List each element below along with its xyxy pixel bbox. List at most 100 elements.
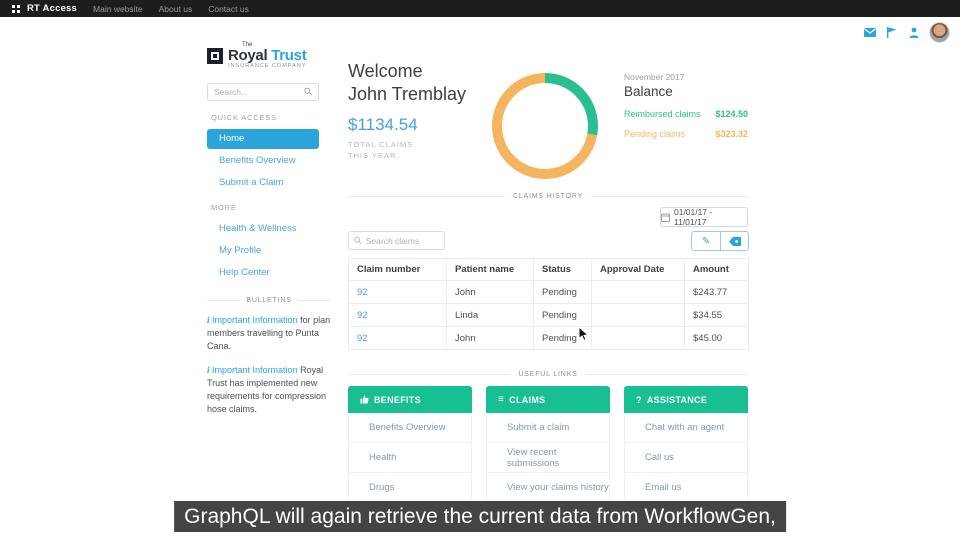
topbar-link-contact-us[interactable]: Contact us <box>208 3 249 14</box>
topbar: RT Access Main website About us Contact … <box>0 0 960 17</box>
mouse-cursor <box>578 326 590 342</box>
thumbs-up-icon <box>360 395 369 404</box>
search-icon <box>304 87 312 96</box>
link-health[interactable]: Health <box>348 443 472 473</box>
claims-search-input[interactable] <box>365 235 439 246</box>
patient-cell: John <box>446 280 534 304</box>
claims-table-row: 92 Linda Pending $34.55 <box>348 303 749 327</box>
user-icon[interactable] <box>907 26 920 39</box>
link-call-us[interactable]: Call us <box>624 443 748 473</box>
sidebar-search <box>207 82 319 101</box>
video-subtitle: GraphQL will again retrieve the current … <box>174 501 786 532</box>
col-status[interactable]: Status <box>533 258 592 281</box>
tag-icon <box>728 236 741 246</box>
approval-cell <box>591 326 685 350</box>
royal-trust-logo[interactable]: The Royal Trust INSURANCE COMPANY <box>207 42 331 70</box>
link-drugs[interactable]: Drugs <box>348 473 472 503</box>
table-actions: ✎ <box>691 231 749 251</box>
claims-history-divider: CLAIMS HISTORY <box>348 193 748 200</box>
date-range-button[interactable]: 01/01/17 - 11/01/17 <box>660 207 748 227</box>
app-launcher-icon[interactable] <box>12 4 20 13</box>
bulletin-text: Royal Trust has implemented new requirem… <box>207 364 327 414</box>
balance-row-pending: Pending claims $323.32 <box>624 129 748 139</box>
sidebar-item-help-center[interactable]: Help Center <box>219 267 270 278</box>
flag-icon[interactable] <box>885 26 898 39</box>
status-cell: Pending <box>533 280 592 304</box>
card-benefits-header[interactable]: BENEFITS <box>348 386 472 413</box>
section-label-quick-access: QUICK ACCESS <box>211 112 277 122</box>
bulletin-link[interactable]: Important Information <box>212 314 298 325</box>
balance-row-reimbursed: Reimbursed claims $124.50 <box>624 109 748 119</box>
claim-number-link[interactable]: 92 <box>348 326 447 350</box>
bulletin-item: i Important Information for plan members… <box>207 314 331 353</box>
sidebar-item-home[interactable]: Home <box>207 128 319 149</box>
sidebar-item-benefits-overview[interactable]: Benefits Overview <box>219 155 296 166</box>
sidebar-item-health-wellness[interactable]: Health & Wellness <box>219 223 297 234</box>
bulletin-link[interactable]: Important Information <box>212 364 298 375</box>
balance-donut-chart <box>492 73 598 179</box>
card-claims: ≡ CLAIMS Submit a claim View recent subm… <box>486 386 610 503</box>
card-benefits: BENEFITS Benefits Overview Health Drugs <box>348 386 472 503</box>
balance-panel: November 2017 Balance Reimbursed claims … <box>624 72 748 139</box>
approval-cell <box>591 303 685 327</box>
main-content: Welcome John Tremblay $1134.54 TOTAL CLA… <box>348 60 749 503</box>
bulletin-text: for plan members travelling to Punta Can… <box>207 314 331 351</box>
useful-links-divider: USEFUL LINKS <box>348 371 748 378</box>
logo-subtitle: INSURANCE COMPANY <box>228 63 307 69</box>
mail-icon[interactable] <box>863 26 876 39</box>
logo-mark-icon <box>207 48 223 64</box>
claims-table-row: 92 John Pending $243.77 <box>348 280 749 304</box>
welcome-heading: Welcome John Tremblay <box>348 61 467 104</box>
useful-links-cards: BENEFITS Benefits Overview Health Drugs … <box>348 386 748 503</box>
user-avatar[interactable] <box>929 22 950 43</box>
topbar-link-about-us[interactable]: About us <box>158 3 193 14</box>
logo-name-blue: Trust <box>271 47 307 64</box>
link-chat-with-agent[interactable]: Chat with an agent <box>624 413 748 443</box>
list-icon: ≡ <box>498 394 505 405</box>
amount-cell: $34.55 <box>684 303 749 327</box>
link-email-us[interactable]: Email us <box>624 473 748 503</box>
approval-cell <box>591 280 685 304</box>
claims-search <box>348 231 445 250</box>
sidebar-item-submit-a-claim[interactable]: Submit a Claim <box>219 177 284 188</box>
link-submit-a-claim[interactable]: Submit a claim <box>486 413 610 443</box>
edit-pencil-button[interactable]: ✎ <box>701 235 711 247</box>
patient-cell: Linda <box>446 303 534 327</box>
total-claims-caption: TOTAL CLAIMS THIS YEAR <box>348 140 414 160</box>
claims-table-row: 92 John Pending $45.00 <box>348 326 749 350</box>
bulletin-item: i Important Information Royal Trust has … <box>207 364 331 416</box>
topbar-link-main-website[interactable]: Main website <box>93 3 143 14</box>
patient-cell: John <box>446 326 534 350</box>
info-icon: i <box>207 364 210 375</box>
balance-month: November 2017 <box>624 72 685 82</box>
header-icons <box>863 22 950 43</box>
bulletins-divider: BULLETINS <box>207 297 331 304</box>
card-claims-header[interactable]: ≡ CLAIMS <box>486 386 610 413</box>
sidebar-item-my-profile[interactable]: My Profile <box>219 245 262 256</box>
status-cell: Pending <box>533 303 592 327</box>
link-view-recent-submissions[interactable]: View recent submissions <box>486 443 610 473</box>
total-claims-amount: $1134.54 <box>348 115 418 134</box>
search-icon <box>354 236 362 245</box>
sidebar: The Royal Trust INSURANCE COMPANY QUICK … <box>207 42 331 427</box>
col-amount[interactable]: Amount <box>684 258 749 281</box>
question-icon: ? <box>636 394 642 405</box>
logo-name-dark: Royal <box>228 47 268 64</box>
link-benefits-overview[interactable]: Benefits Overview <box>348 413 472 443</box>
info-icon: i <box>207 314 210 325</box>
claim-number-link[interactable]: 92 <box>348 280 447 304</box>
sidebar-search-input[interactable] <box>214 86 304 97</box>
col-claim-number[interactable]: Claim number <box>348 258 447 281</box>
clear-tag-button[interactable] <box>720 232 748 250</box>
logo-the: The <box>242 42 253 48</box>
amount-cell: $243.77 <box>684 280 749 304</box>
balance-title: Balance <box>624 84 673 99</box>
card-assistance-header[interactable]: ? ASSISTANCE <box>624 386 748 413</box>
brand-title: RT Access <box>27 3 78 14</box>
claim-number-link[interactable]: 92 <box>348 303 447 327</box>
link-view-claims-history[interactable]: View your claims history <box>486 473 610 503</box>
col-approval-date[interactable]: Approval Date <box>591 258 685 281</box>
col-patient-name[interactable]: Patient name <box>446 258 534 281</box>
claims-table: Claim number Patient name Status Approva… <box>348 258 749 350</box>
